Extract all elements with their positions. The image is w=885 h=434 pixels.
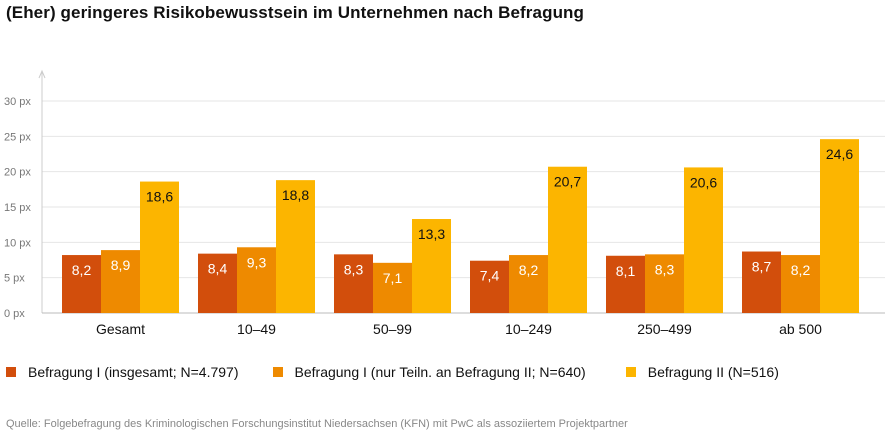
y-axis-arrow: [38, 69, 46, 79]
data-label: 24,6: [826, 146, 853, 162]
bar: [140, 181, 179, 313]
chart-title: (Eher) geringeres Risikobewusstsein im U…: [6, 3, 585, 22]
legend-swatch-1: [6, 367, 16, 377]
legend: Befragung I (insgesamt; N=4.797) Befragu…: [6, 364, 779, 380]
source-note: Quelle: Folgebefragung des Kriminologisc…: [6, 418, 628, 430]
data-label: 8,2: [72, 262, 92, 278]
bar: [276, 180, 315, 313]
legend-label-3: Befragung II (N=516): [647, 364, 779, 380]
bar: [509, 255, 548, 313]
data-label: 18,8: [282, 187, 309, 203]
data-label: 7,4: [480, 268, 500, 284]
data-label: 20,7: [554, 174, 581, 190]
legend-label-1: Befragung I (insgesamt; N=4.797): [28, 364, 239, 380]
legend-item-2: Befragung I (nur Teiln. an Befragung II;…: [272, 364, 586, 380]
y-tick-label: 20 px: [4, 167, 31, 179]
data-label: 7,1: [383, 270, 403, 286]
category-label: 10–49: [237, 321, 276, 337]
y-tick-label: 15 px: [4, 202, 31, 214]
bar: [412, 219, 451, 313]
data-label: 20,6: [690, 174, 717, 190]
bar: [101, 250, 140, 313]
bar: [684, 167, 723, 313]
data-label: 8,3: [344, 261, 364, 277]
y-tick-label: 30 px: [4, 96, 31, 108]
legend-swatch-3: [625, 367, 636, 377]
bar: [470, 260, 509, 313]
bar: [606, 255, 645, 313]
data-label: 18,6: [146, 189, 173, 205]
bar: [548, 166, 587, 313]
category-label: ab 500: [779, 321, 822, 337]
data-label: 8,9: [111, 257, 131, 273]
y-tick-label: 25 px: [4, 131, 31, 143]
legend-item-1: Befragung I (insgesamt; N=4.797): [6, 364, 239, 380]
bars: [62, 139, 859, 313]
category-label: Gesamt: [96, 321, 145, 337]
bar: [373, 262, 412, 313]
bar: [62, 255, 101, 313]
bar: [645, 254, 684, 313]
y-tick-label: 0 px: [4, 308, 25, 320]
category-label: 50–99: [373, 321, 412, 337]
data-label: 8,4: [208, 261, 228, 277]
data-label: 8,3: [655, 261, 675, 277]
y-tick-label: 10 px: [4, 237, 31, 249]
data-label: 8,1: [616, 263, 636, 279]
legend-label-2: Befragung I (nur Teiln. an Befragung II;…: [294, 364, 586, 380]
bar: [237, 247, 276, 313]
y-tick-label: 5 px: [4, 273, 25, 285]
legend-item-3: Befragung II (N=516): [625, 364, 779, 380]
bar: [781, 255, 820, 313]
category-label: 10–249: [505, 321, 552, 337]
data-label: 8,7: [752, 259, 772, 275]
bar: [198, 253, 237, 313]
data-label: 8,2: [791, 262, 811, 278]
data-label: 9,3: [247, 254, 267, 270]
legend-swatch-2: [272, 367, 283, 377]
bar: [334, 254, 373, 313]
bar-chart: 0 px 5 px 10 px 15 px 20 px 25 px 30 px 8,2 8,9 1…: [4, 69, 885, 337]
bar: [742, 251, 781, 313]
data-label: 13,3: [418, 226, 445, 242]
bar: [820, 139, 859, 313]
data-label: 8,2: [519, 262, 539, 278]
category-label: 250–499: [637, 321, 692, 337]
labels: 0 px 5 px 10 px 15 px 20 px 25 px 30 px 8,2 8,9 1…: [4, 96, 853, 337]
